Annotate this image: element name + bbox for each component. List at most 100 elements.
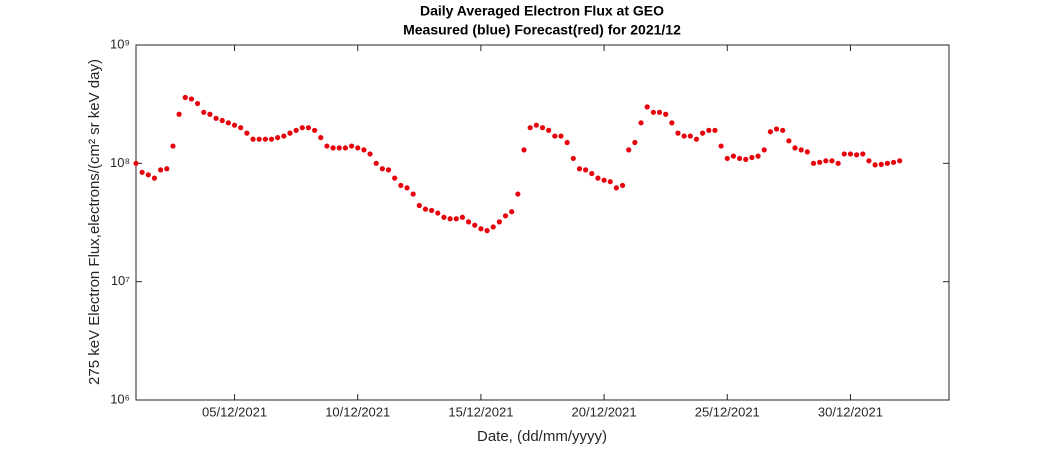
data-point: [743, 156, 749, 162]
data-point: [496, 219, 502, 225]
data-point: [170, 143, 176, 149]
chart-subtitle: Measured (blue) Forecast(red) for 2021/1…: [403, 22, 681, 38]
data-point: [465, 219, 472, 225]
data-point: [392, 175, 398, 181]
data-point: [318, 134, 324, 141]
data-point: [755, 153, 761, 159]
data-point: [281, 133, 287, 139]
data-point: [336, 145, 342, 151]
data-point: [890, 159, 897, 165]
data-point: [835, 160, 841, 166]
data-point: [361, 147, 367, 153]
data-point: [330, 145, 336, 151]
data-point: [367, 151, 373, 157]
data-point: [638, 120, 644, 126]
data-point: [570, 155, 576, 162]
data-point: [484, 228, 490, 234]
data-point: [773, 126, 780, 132]
data-point: [792, 145, 798, 151]
data-point: [521, 147, 527, 153]
data-point: [736, 155, 743, 162]
y-tick-label: 10⁷: [111, 273, 130, 288]
data-point: [823, 158, 829, 164]
data-point: [515, 191, 521, 197]
data-point: [546, 127, 552, 133]
data-point: [724, 155, 730, 162]
data-point: [718, 143, 724, 149]
data-point: [355, 145, 361, 151]
data-point: [182, 94, 188, 101]
data-point: [613, 185, 620, 191]
data-point: [656, 109, 663, 115]
data-point: [712, 127, 718, 133]
data-point: [527, 125, 533, 131]
data-point: [854, 152, 860, 158]
chart-title: Daily Averaged Electron Flux at GEO: [420, 3, 664, 19]
data-point: [219, 117, 225, 124]
data-point: [509, 209, 515, 215]
plot-frame: [135, 44, 950, 401]
data-point: [201, 109, 207, 115]
data-point: [564, 139, 570, 146]
data-point: [539, 125, 546, 131]
data-point: [244, 130, 250, 136]
data-point: [829, 158, 835, 164]
data-point: [595, 175, 601, 181]
data-point: [558, 133, 564, 139]
data-point: [207, 111, 213, 117]
data-point: [872, 162, 878, 168]
data-point: [256, 136, 262, 142]
x-tick-label: 15/12/2021: [448, 404, 513, 419]
data-point: [644, 104, 650, 110]
data-point: [250, 136, 256, 142]
data-point: [151, 175, 158, 181]
data-point: [299, 125, 305, 131]
data-point: [866, 158, 872, 164]
data-point: [441, 214, 447, 220]
data-point: [459, 214, 466, 220]
y-axis-label: 275 keV Electron Flux,electrons/(cm² sr …: [86, 59, 103, 385]
data-point: [176, 111, 182, 117]
data-point: [348, 143, 355, 149]
data-point: [275, 134, 281, 141]
data-point: [194, 100, 201, 107]
data-point: [675, 130, 681, 136]
data-point: [429, 207, 435, 214]
data-point: [693, 136, 700, 142]
data-point: [447, 216, 453, 222]
data-point: [158, 167, 164, 173]
data-point: [312, 127, 318, 133]
data-point: [410, 191, 416, 197]
data-point: [884, 160, 891, 166]
data-point: [810, 160, 817, 166]
data-point: [804, 149, 810, 155]
data-point: [478, 226, 484, 232]
x-tick-label: 20/12/2021: [572, 404, 637, 419]
data-point: [213, 115, 219, 121]
data-point: [798, 147, 804, 153]
data-point: [404, 185, 410, 191]
data-point: [342, 145, 349, 151]
data-point: [706, 127, 712, 133]
data-point: [780, 127, 786, 133]
data-point: [761, 147, 767, 153]
data-point: [663, 111, 669, 117]
data-point: [324, 143, 330, 149]
y-tick-label: 10⁹: [110, 36, 130, 51]
x-axis-label: Date, (dd/mm/yyyy): [477, 428, 607, 445]
x-tick-label: 05/12/2021: [202, 404, 267, 419]
data-point: [373, 160, 379, 166]
data-point: [681, 133, 687, 139]
data-point: [416, 202, 422, 209]
data-point: [897, 158, 903, 164]
y-tick-label: 10⁸: [110, 155, 130, 170]
data-point: [817, 159, 823, 165]
data-point: [231, 122, 238, 128]
data-point: [601, 177, 607, 183]
data-point: [626, 147, 632, 153]
data-point: [188, 96, 195, 102]
data-point: [145, 172, 151, 178]
data-point: [139, 169, 145, 175]
data-point: [287, 130, 293, 136]
data-point: [133, 160, 139, 166]
